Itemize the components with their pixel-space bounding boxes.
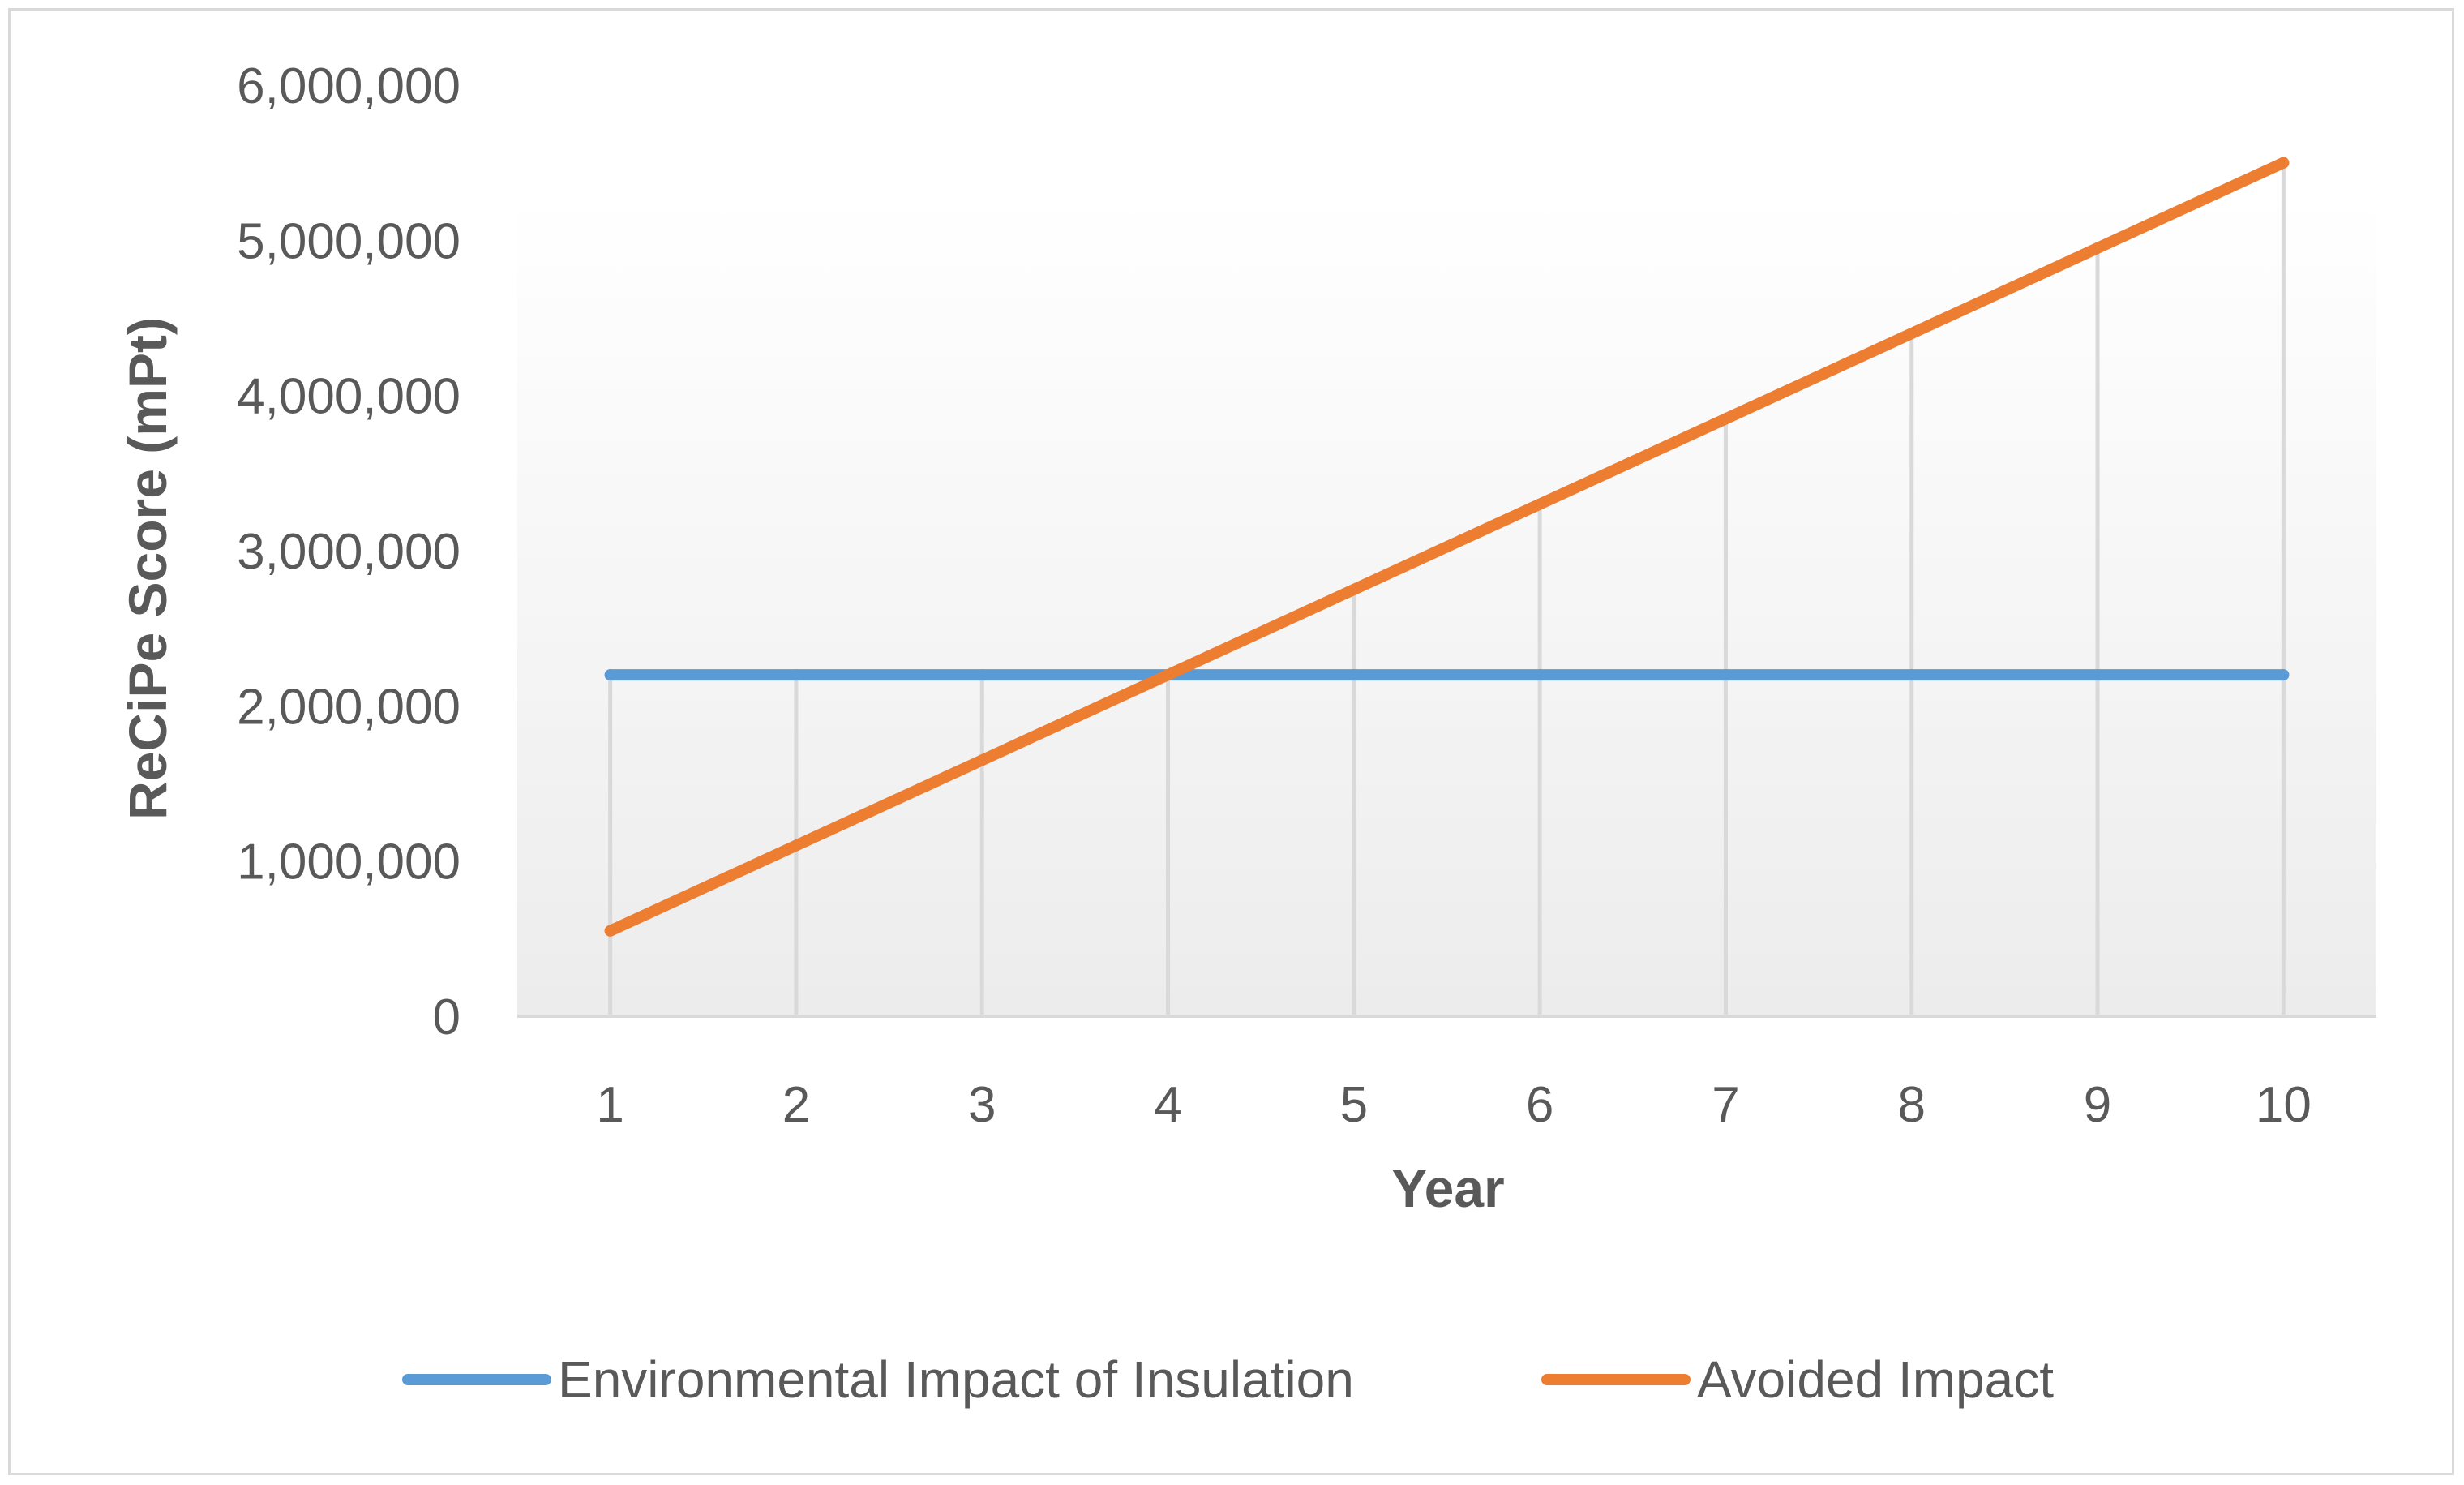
y-tick-label: 3,000,000 [237, 524, 461, 580]
legend: Environmental Impact of Insulation Avoide… [402, 1350, 2054, 1409]
y-tick-label: 2,000,000 [237, 679, 461, 735]
y-tick-label: 4,000,000 [237, 369, 461, 425]
x-tick-label: 6 [1526, 1077, 1553, 1133]
y-tick-label: 1,000,000 [237, 835, 461, 891]
x-tick-label: 8 [1898, 1077, 1926, 1133]
x-tick-label: 1 [596, 1077, 623, 1133]
plot-area [517, 197, 2376, 1016]
data-point-s1-9 [2092, 669, 2104, 681]
line-chart: 0 1,000,000 2,000,000 3,000,000 4,000,000 5,0… [118, 58, 2376, 1409]
x-tick-label: 2 [782, 1077, 810, 1133]
data-point-s1-6 [1534, 669, 1546, 681]
y-tick-label: 5,000,000 [237, 213, 461, 269]
data-point-s2-7 [1720, 413, 1732, 425]
data-point-s2-8 [1905, 328, 1918, 340]
data-point-s1-10 [2278, 669, 2290, 681]
data-point-s1-5 [1348, 669, 1360, 681]
series-line-2 [604, 157, 2290, 937]
data-point-s1-1 [604, 669, 616, 681]
data-point-s2-1 [604, 925, 616, 937]
data-point-s2-10 [2278, 157, 2290, 169]
x-tick-label: 4 [1154, 1077, 1181, 1133]
x-tick-label: 7 [1712, 1077, 1739, 1133]
data-point-s2-2 [790, 839, 802, 852]
data-point-s1-8 [1905, 669, 1918, 681]
y-axis-title: ReCiPe Score (mPt) [118, 317, 178, 820]
y-tick-label: 0 [433, 989, 461, 1045]
x-tick-label: 10 [2256, 1077, 2312, 1133]
data-point-s1-7 [1720, 669, 1732, 681]
legend-label-1: Environmental Impact of Insulation [558, 1350, 1354, 1409]
chart-frame: 0 1,000,000 2,000,000 3,000,000 4,000,000 5,0… [8, 8, 2454, 1475]
data-point-s2-5 [1348, 583, 1360, 595]
data-point-s2-9 [2092, 242, 2104, 254]
data-point-s2-4 [1162, 669, 1174, 681]
data-point-s1-2 [790, 669, 802, 681]
legend-label-2: Avoided Impact [1697, 1350, 2054, 1409]
x-axis-title: Year [1391, 1158, 1504, 1218]
data-point-s1-3 [976, 669, 988, 681]
x-tick-label: 9 [2084, 1077, 2111, 1133]
x-tick-label: 3 [968, 1077, 996, 1133]
x-tick-label: 5 [1340, 1077, 1368, 1133]
data-point-s2-3 [976, 754, 988, 766]
data-point-s2-6 [1534, 498, 1546, 510]
y-tick-label: 6,000,000 [237, 58, 461, 114]
